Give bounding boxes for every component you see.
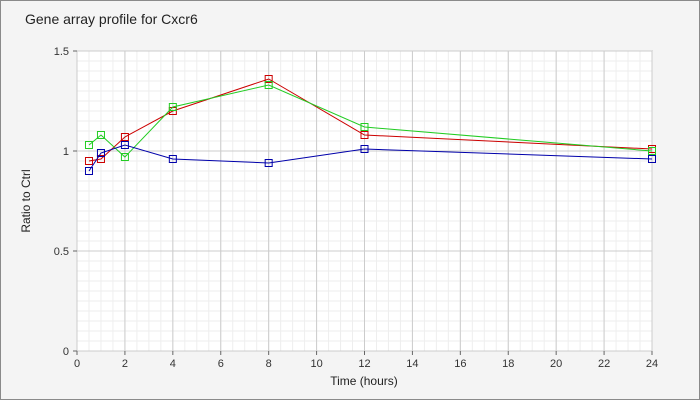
series-group: [84, 75, 656, 175]
data-point-marker: [360, 123, 369, 131]
x-tick-label: 22: [598, 358, 610, 370]
y-tick-label: 0: [63, 346, 69, 358]
x-tick-label: 10: [310, 358, 322, 370]
data-point-marker: [360, 145, 369, 153]
grid-lines: [76, 50, 653, 352]
x-tick-label: 2: [122, 358, 128, 370]
x-tick-label: 8: [266, 358, 272, 370]
x-tick-label: 24: [646, 358, 658, 370]
series-line-2: [88, 84, 653, 158]
y-tick-label: 0.5: [54, 246, 69, 258]
x-tick-label: 4: [170, 358, 176, 370]
x-tick-label: 18: [502, 358, 514, 370]
data-point-marker: [648, 155, 656, 163]
y-tick-label: 1: [63, 146, 69, 158]
data-point-marker: [84, 141, 93, 149]
data-point-marker: [648, 147, 656, 155]
data-point-marker: [120, 153, 129, 161]
chart-title: Gene array profile for Cxcr6: [25, 11, 198, 27]
x-tick-label: 6: [218, 358, 224, 370]
data-point-marker: [96, 131, 105, 139]
x-tick-label: 0: [74, 358, 80, 370]
data-point-marker: [120, 133, 129, 141]
data-point-marker: [120, 141, 129, 149]
series-line-3: [88, 144, 653, 172]
data-point-marker: [84, 157, 93, 165]
data-point-marker: [264, 81, 273, 89]
x-tick-label: 16: [454, 358, 466, 370]
data-point-marker: [168, 103, 177, 111]
data-point-marker: [168, 155, 177, 163]
x-tick-label: 20: [550, 358, 562, 370]
data-point-marker: [84, 167, 93, 175]
y-tick-label: 1.5: [54, 46, 69, 58]
y-axis-label: Ratio to Ctrl: [19, 169, 33, 232]
data-point-marker: [96, 149, 105, 157]
data-point-marker: [264, 159, 273, 167]
x-tick-label: 14: [406, 358, 418, 370]
data-point-marker: [360, 131, 369, 139]
x-axis-label: Time (hours): [330, 374, 398, 388]
x-tick-label: 12: [358, 358, 370, 370]
data-point-marker: [264, 75, 273, 83]
